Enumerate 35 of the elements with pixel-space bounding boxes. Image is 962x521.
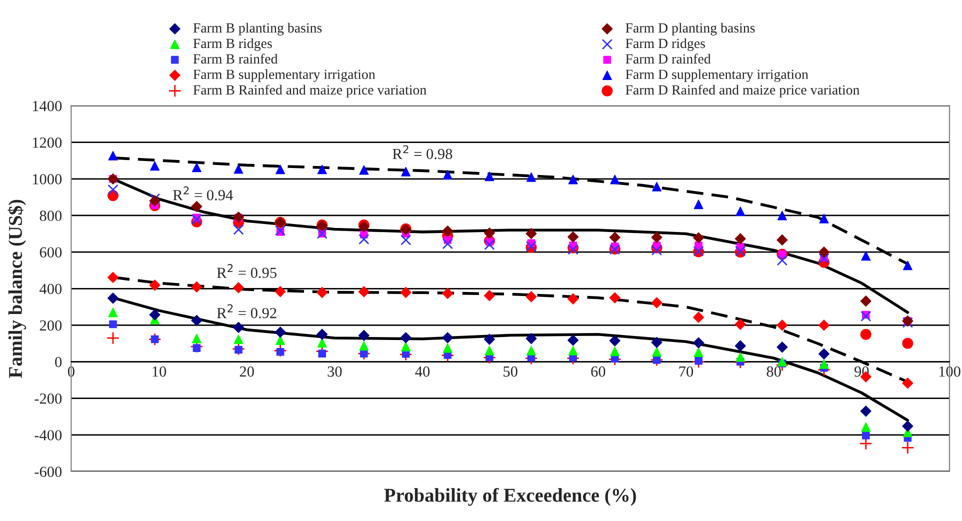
x-tick-label: 30	[328, 366, 342, 377]
legend-label: Farm D ridges	[626, 38, 705, 51]
annotation: R$^{2}$ = 0.95	[216, 264, 276, 278]
y-axis-title: Family balance (US$)	[8, 200, 26, 378]
annotation: R$^{2}$ = 0.94	[173, 186, 233, 200]
y-tick-label: 600	[40, 247, 62, 258]
y-tick-label: -200	[34, 394, 62, 404]
legend-label: Farm B Rainfed and maize price variation	[193, 84, 426, 98]
x-tick-label: 50	[504, 366, 518, 377]
x-tick-label: 20	[240, 366, 254, 377]
legend-label: Farm D planting basins	[626, 22, 755, 36]
x-axis-title: Probability of Exceedence (%)	[384, 488, 636, 506]
legend-label: Farm B planting basins	[193, 22, 322, 36]
x-tick-label: 80	[766, 366, 781, 377]
y-tick-label: -600	[34, 466, 62, 477]
y-tick-label: 0	[55, 356, 62, 368]
x-tick-label: 10	[152, 366, 166, 377]
legend-label: Farm B supplementary irrigation	[193, 69, 376, 82]
y-tick-label: 1400	[32, 100, 62, 112]
y-tick-label: -400	[34, 430, 62, 440]
y-tick-label: 800	[40, 210, 62, 221]
y-tick-label: 200	[40, 320, 62, 331]
annotation: R$^{2}$ = 0.92	[216, 304, 276, 318]
legend-label: Farm B rainfed	[193, 54, 278, 64]
x-tick-label: 40	[415, 366, 430, 377]
x-tick-label: 60	[591, 366, 606, 377]
y-tick-label: 1200	[32, 137, 62, 148]
annotation: R$^{2}$ = 0.98	[392, 145, 452, 160]
legend-label: Farm D supplementary irrigation	[626, 69, 808, 82]
legend-label: Farm D Rainfed and maize price variation	[626, 84, 860, 98]
x-tick-label: 70	[679, 366, 694, 377]
y-tick-label: 1000	[32, 174, 62, 184]
legend-label: Farm D rainfed	[626, 54, 711, 64]
y-tick-label: 400	[40, 284, 62, 294]
legend-label: Farm B ridges	[193, 38, 272, 51]
